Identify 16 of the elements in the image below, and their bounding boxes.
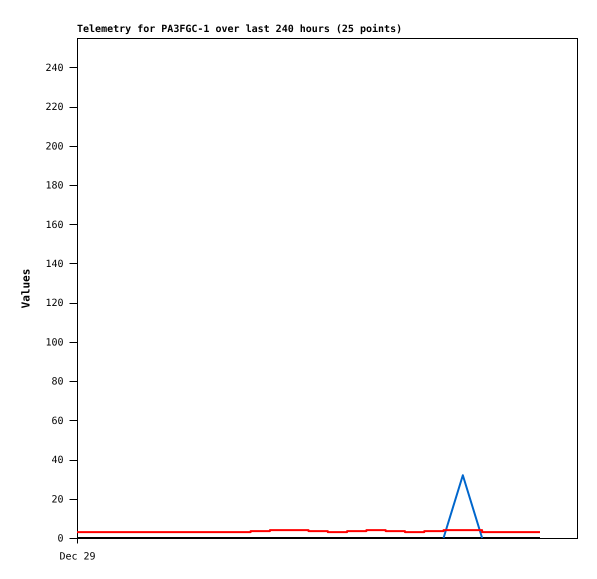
x-tick-label: Dec 29 — [59, 552, 96, 562]
y-tick-label: 160 — [45, 220, 64, 231]
y-tick-label: 100 — [45, 337, 64, 348]
y-tick-label: 120 — [45, 298, 64, 310]
y-tick-label: 140 — [45, 258, 64, 270]
y-axis-title: Values — [19, 268, 32, 308]
y-tick-label: 20 — [51, 494, 64, 506]
y-tick-label: 40 — [51, 455, 64, 466]
y-tick-label: 180 — [45, 180, 64, 192]
y-tick-label: 240 — [45, 62, 64, 74]
y-tick-label: 80 — [51, 376, 64, 388]
chart-title: Telemetry for PA3FGC-1 over last 240 hours (25 points) — [77, 23, 402, 35]
y-tick-label: 220 — [45, 102, 64, 114]
y-tick-label: 0 — [57, 534, 64, 544]
y-tick-label: 200 — [45, 141, 64, 152]
y-tick-label: 60 — [51, 416, 64, 427]
